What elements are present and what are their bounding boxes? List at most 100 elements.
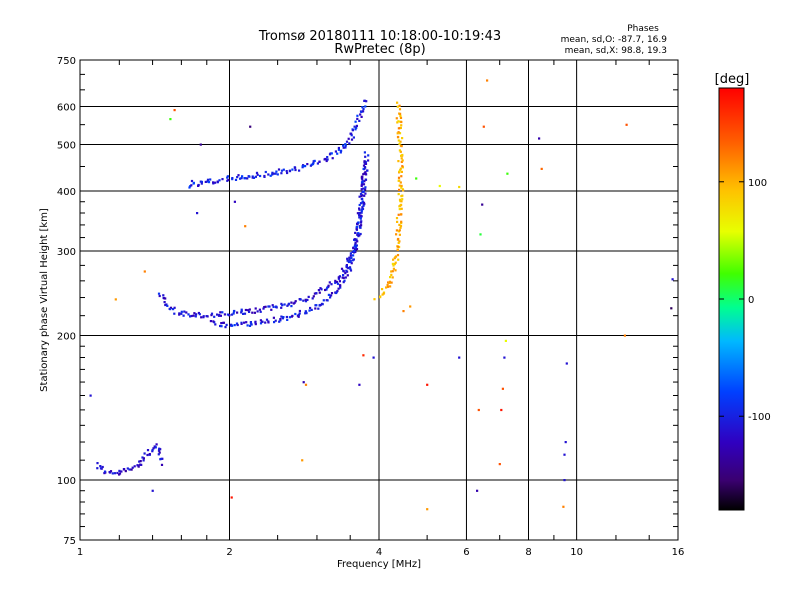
scatter-point <box>565 362 568 365</box>
echo-point <box>360 188 363 191</box>
echo-point <box>359 202 363 205</box>
echo-point <box>242 312 245 315</box>
echo-point <box>271 304 274 307</box>
echo-point <box>245 321 248 324</box>
echo-point <box>256 310 259 313</box>
scatter-point <box>501 387 504 390</box>
echo-point <box>248 310 251 313</box>
colorbar-label: [deg] <box>715 72 750 87</box>
x-tick-label: 10 <box>570 547 583 558</box>
echo-point <box>209 320 212 323</box>
echo-point <box>362 201 366 204</box>
echo-point <box>350 132 353 135</box>
echo-point <box>345 265 348 268</box>
echo-point <box>279 319 282 322</box>
echo-point <box>139 460 142 463</box>
echo-point <box>399 114 402 118</box>
echo-point <box>249 322 253 325</box>
scatter-point <box>415 177 418 180</box>
echo-point <box>399 116 403 119</box>
echo-point <box>363 99 366 102</box>
echo-point <box>272 316 275 319</box>
echo-point <box>288 170 292 173</box>
echo-point <box>367 154 370 157</box>
echo-point <box>400 203 403 206</box>
echo-point <box>398 142 401 145</box>
echo-point <box>96 462 99 465</box>
grid-lines <box>80 60 678 540</box>
echo-point <box>109 470 113 473</box>
echo-point <box>364 188 367 191</box>
echo-point <box>398 104 401 107</box>
echo-point <box>358 208 361 211</box>
echo-point <box>392 264 395 267</box>
echo-point <box>337 276 340 279</box>
echo-point <box>158 294 161 298</box>
echo-point <box>146 449 150 452</box>
echo-point <box>386 283 389 287</box>
echo-point <box>342 270 345 273</box>
scatter-point <box>249 125 252 128</box>
echo-point <box>218 179 221 182</box>
echo-point <box>160 457 163 460</box>
echo-point <box>236 323 239 327</box>
echo-point <box>398 179 401 182</box>
echo-point <box>356 240 359 243</box>
echo-point <box>126 467 129 470</box>
echo-point <box>280 172 283 175</box>
echo-point <box>173 306 176 309</box>
echo-point <box>326 286 329 289</box>
echo-point <box>334 150 337 153</box>
echo-point <box>259 322 263 325</box>
echo-point <box>178 312 181 315</box>
echo-point <box>397 258 400 261</box>
echo-point <box>336 289 339 293</box>
echo-point <box>265 318 269 321</box>
echo-point <box>210 314 213 317</box>
echo-point <box>218 313 221 317</box>
echo-point <box>235 322 239 325</box>
echo-point <box>334 279 337 282</box>
echo-point <box>350 256 353 259</box>
echo-point <box>355 247 359 251</box>
echo-point <box>398 170 401 173</box>
scatter-point <box>477 408 480 412</box>
echo-point <box>359 226 362 229</box>
echo-point <box>354 246 357 249</box>
x-axis-ticks: 1 2 4 6 8 10 16 <box>77 60 684 558</box>
x-tick-label: 4 <box>376 547 382 558</box>
echo-point <box>330 283 333 286</box>
echo-point <box>347 137 350 140</box>
echo-point <box>363 203 366 206</box>
echo-point <box>236 311 239 314</box>
scatter-point <box>402 310 405 313</box>
echo-point <box>151 450 154 453</box>
echo-point <box>237 174 240 177</box>
scatter-point <box>563 479 566 482</box>
echo-point <box>180 310 183 313</box>
echo-point <box>137 464 140 467</box>
echo-point <box>358 119 361 122</box>
echo-point <box>399 127 402 130</box>
scatter-point <box>304 383 308 386</box>
echo-point <box>400 184 403 187</box>
echo-point <box>236 176 239 179</box>
scatter-point <box>426 383 429 386</box>
echo-point <box>200 316 203 319</box>
echo-point <box>352 254 355 257</box>
stats-heading: Phases <box>627 24 659 34</box>
echo-point <box>226 176 229 179</box>
echo-point <box>158 451 161 454</box>
echo-point <box>398 198 402 201</box>
echo-point <box>131 466 134 469</box>
echo-point <box>399 225 403 228</box>
echo-point <box>276 173 279 176</box>
echo-point <box>313 159 316 162</box>
scatter-point <box>169 118 172 121</box>
echo-point <box>358 195 361 198</box>
echo-point <box>397 120 400 123</box>
echo-point <box>263 306 266 309</box>
colorbar-ticks: 100 0 -100 <box>719 178 771 423</box>
echo-point <box>386 285 389 288</box>
echo-point <box>267 305 270 308</box>
